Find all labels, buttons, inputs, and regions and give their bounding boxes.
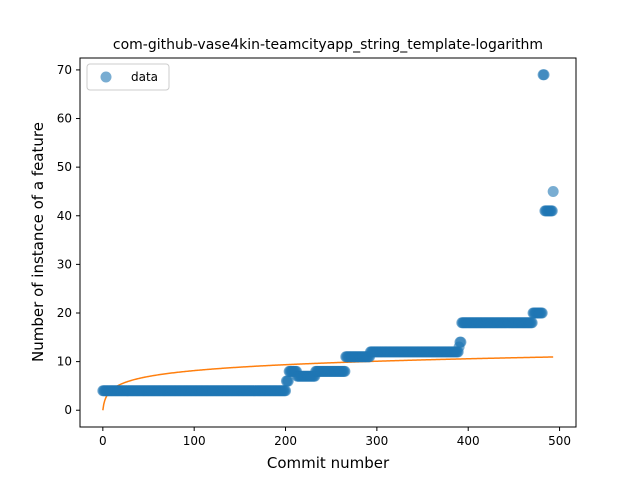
axes-frame <box>79 57 577 428</box>
x-tick-label: 0 <box>99 434 107 448</box>
y-tick-label: 30 <box>57 257 72 271</box>
data-point <box>546 205 558 217</box>
y-tick-label: 70 <box>57 63 72 77</box>
fit-layer <box>102 356 554 411</box>
data-point <box>455 336 467 348</box>
data-point <box>526 317 538 329</box>
legend-marker <box>100 71 112 83</box>
legend-box <box>86 63 170 91</box>
data-point <box>536 307 548 319</box>
legend: data <box>86 63 170 91</box>
chart-title: com-github-vase4kin-teamcityapp_string_t… <box>113 37 543 53</box>
y-tick-label: 0 <box>64 403 72 417</box>
x-tick-label: 200 <box>274 434 297 448</box>
y-tick-label: 20 <box>57 306 72 320</box>
y-tick-label: 40 <box>57 209 72 223</box>
x-tick-label: 100 <box>183 434 206 448</box>
legend-label-data: data <box>131 70 158 84</box>
fit-line <box>102 356 554 411</box>
x-tick-label: 300 <box>365 434 388 448</box>
plot-area <box>79 57 577 428</box>
data-point <box>280 385 292 397</box>
x-tick-label: 400 <box>457 434 480 448</box>
x-tick-label: 500 <box>548 434 571 448</box>
y-axis: 0 10 20 30 40 50 60 70 <box>57 63 80 417</box>
y-tick-label: 10 <box>57 355 72 369</box>
y-tick-label: 60 <box>57 112 72 126</box>
data-point <box>339 365 351 377</box>
x-axis-label: Commit number <box>267 454 390 472</box>
y-axis-label: Number of instance of a feature <box>29 122 47 362</box>
x-axis: 0 100 200 300 400 500 <box>99 427 571 448</box>
data-point <box>282 375 294 387</box>
points-layer <box>97 69 559 397</box>
data-point <box>538 69 550 81</box>
data-point <box>547 185 559 197</box>
y-tick-label: 50 <box>57 160 72 174</box>
